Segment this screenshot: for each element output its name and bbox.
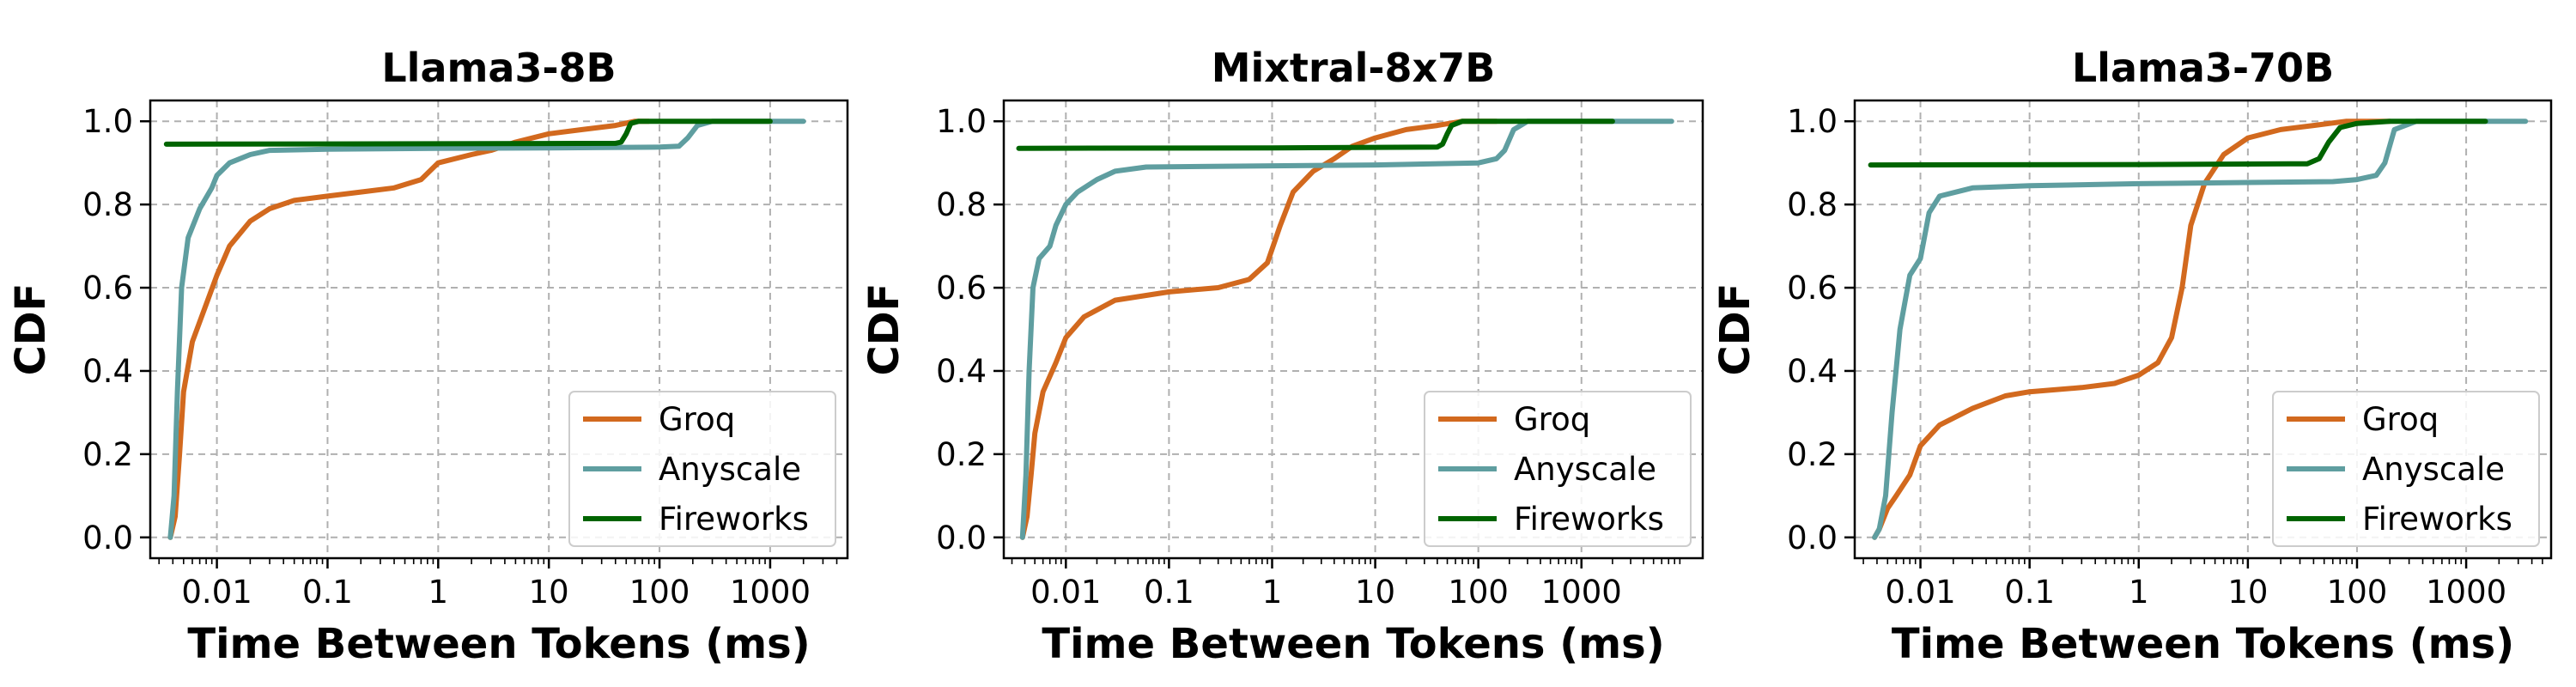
series-line-groq <box>1872 119 2393 540</box>
legend: Groq Anyscale Fireworks <box>1424 391 1692 547</box>
series-line-anyscale <box>1872 119 2529 540</box>
chart-panel: 0.01 0.1 1 10 100 1000 0.0 0.2 0.4 0.6 0.8 1.0 Mixtr… <box>860 45 1704 668</box>
plot-frame <box>149 99 849 560</box>
y-tick-label: 0.8 <box>1787 186 1838 223</box>
legend-label: Groq <box>1514 401 1590 438</box>
series-line-fireworks <box>1868 119 2488 168</box>
y-axis-label: CDF <box>1711 283 1759 376</box>
x-tick-label: 1 <box>2129 574 2149 611</box>
x-tick-label: 10 <box>2227 574 2268 611</box>
x-tick-label: 0.01 <box>1030 574 1101 611</box>
x-tick-label: 1000 <box>2426 574 2506 611</box>
x-tick-label: 0.01 <box>1885 574 1955 611</box>
x-axis-label: Time Between Tokens (ms) <box>1892 620 2514 668</box>
legend-label: Anyscale <box>2362 451 2505 488</box>
y-tick-label: 0.2 <box>1787 436 1838 473</box>
y-tick-label: 0.6 <box>1787 270 1838 307</box>
y-tick-label: 0.4 <box>1787 353 1838 390</box>
series-line-fireworks <box>163 119 773 147</box>
legend-label: Fireworks <box>2362 501 2512 538</box>
x-axis-label: Time Between Tokens (ms) <box>187 620 810 668</box>
x-tick-label: 0.1 <box>302 574 353 611</box>
x-tick-label: 0.1 <box>1144 574 1194 611</box>
legend: Groq Anyscale Fireworks <box>568 391 836 547</box>
chart-title: Llama3-8B <box>381 45 616 91</box>
y-tick-label: 1.0 <box>1787 103 1838 140</box>
legend: Groq Anyscale Fireworks <box>2272 391 2540 547</box>
series-line-anyscale <box>167 119 806 540</box>
series-line-groq <box>167 119 652 540</box>
y-tick-label: 0.6 <box>936 270 987 307</box>
plot-frame <box>1853 99 2553 560</box>
x-axis-label: Time Between Tokens (ms) <box>1042 620 1664 668</box>
chart-panel: 0.01 0.1 1 10 100 1000 0.0 0.2 0.4 0.6 0.8 1.0 Llama… <box>7 45 849 668</box>
series-line-anyscale <box>1019 119 1674 540</box>
legend-label: Groq <box>2362 401 2439 438</box>
x-tick-label: 0.1 <box>2004 574 2055 611</box>
plot-frame <box>1002 99 1704 560</box>
series-line-fireworks <box>1016 119 1615 151</box>
legend-label: Fireworks <box>659 501 809 538</box>
legend-label: Anyscale <box>1514 451 1656 488</box>
x-tick-label: 1 <box>428 574 449 611</box>
legend-label: Fireworks <box>1514 501 1664 538</box>
legend-label: Groq <box>659 401 735 438</box>
x-tick-label: 100 <box>629 574 690 611</box>
x-tick-label: 1000 <box>1541 574 1622 611</box>
x-tick-label: 1 <box>1262 574 1283 611</box>
legend-label: Anyscale <box>659 451 801 488</box>
y-axis-label: CDF <box>860 283 908 376</box>
x-tick-label: 0.01 <box>181 574 252 611</box>
y-tick-label: 0.6 <box>82 270 133 307</box>
y-tick-label: 0.0 <box>936 520 987 556</box>
y-tick-label: 1.0 <box>936 103 987 140</box>
y-tick-label: 0.4 <box>936 353 987 390</box>
x-tick-label: 100 <box>2327 574 2388 611</box>
chart-title: Mixtral-8x7B <box>1212 45 1496 91</box>
y-tick-label: 0.4 <box>82 353 133 390</box>
y-axis-label: CDF <box>7 283 55 376</box>
x-tick-label: 10 <box>529 574 569 611</box>
series-line-groq <box>1019 119 1499 540</box>
x-tick-label: 10 <box>1355 574 1395 611</box>
x-tick-label: 1000 <box>730 574 811 611</box>
chart-panel: 0.01 0.1 1 10 100 1000 0.0 0.2 0.4 0.6 0.8 1.0 Llama… <box>1711 45 2553 668</box>
y-tick-label: 0.8 <box>82 186 133 223</box>
y-tick-label: 0.2 <box>82 436 133 473</box>
legend-box <box>568 391 836 547</box>
y-tick-label: 0.0 <box>82 520 133 556</box>
y-tick-label: 0.0 <box>1787 520 1838 556</box>
y-tick-label: 1.0 <box>82 103 133 140</box>
chart-title: Llama3-70B <box>2072 45 2334 91</box>
legend-box <box>1424 391 1692 547</box>
x-tick-label: 100 <box>1448 574 1509 611</box>
y-tick-label: 0.8 <box>936 186 987 223</box>
y-tick-label: 0.2 <box>936 436 987 473</box>
legend-box <box>2272 391 2540 547</box>
